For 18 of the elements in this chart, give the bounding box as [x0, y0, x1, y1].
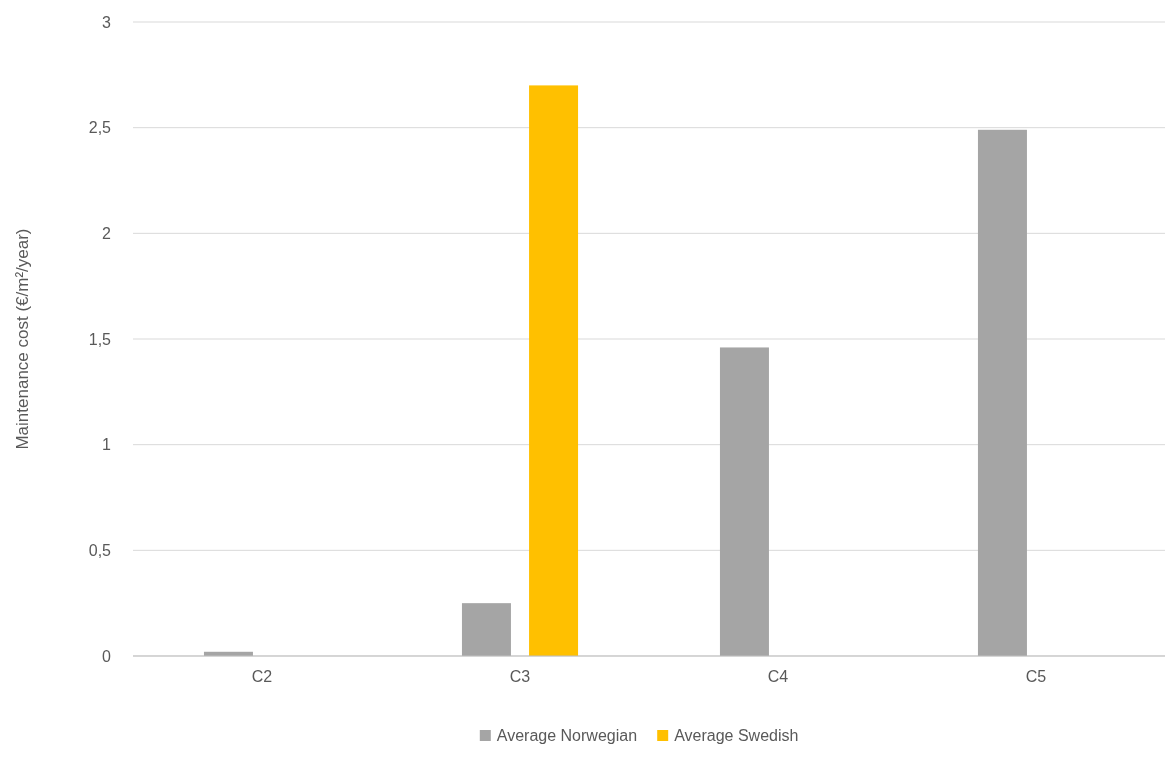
x-tick-label: C3 [509, 668, 531, 685]
bar [719, 347, 769, 656]
y-tick-label: 2 [102, 224, 112, 242]
y-tick-label: 0,5 [88, 541, 112, 559]
y-tick-label: 2,5 [88, 119, 112, 137]
x-tick-label: C2 [251, 668, 273, 685]
bar [977, 129, 1027, 656]
y-axis-title: Maintenance cost (€/m²/year) [13, 228, 32, 450]
bar [461, 603, 511, 656]
legend-label: Average Norwegian [496, 727, 638, 744]
y-tick-label: 1 [102, 436, 112, 454]
x-tick-label: C5 [1025, 668, 1047, 685]
y-tick-label: 0 [102, 647, 112, 665]
y-tick-label: 3 [102, 13, 112, 31]
x-tick-label: C4 [767, 668, 789, 685]
bar [529, 85, 579, 656]
y-tick-label: 1,5 [88, 330, 112, 348]
legend-label: Average Swedish [674, 727, 799, 744]
